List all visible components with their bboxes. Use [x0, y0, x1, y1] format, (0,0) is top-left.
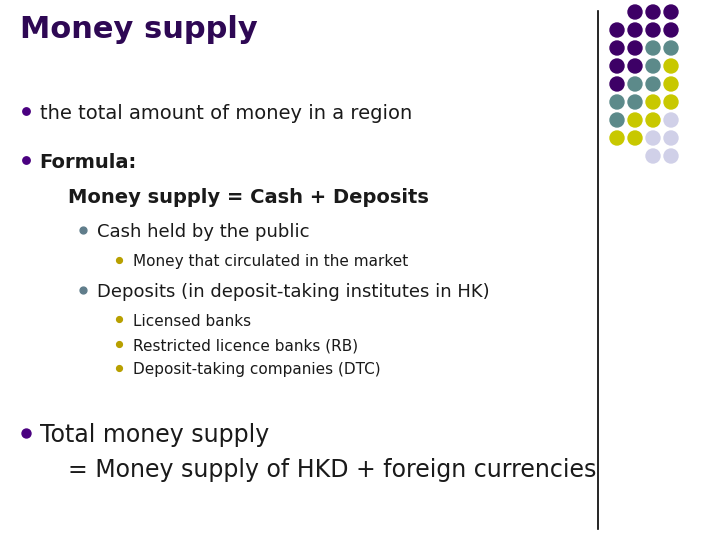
Circle shape: [664, 23, 678, 37]
Text: Licensed banks: Licensed banks: [133, 314, 251, 329]
Circle shape: [664, 41, 678, 55]
Text: Restricted licence banks (RB): Restricted licence banks (RB): [133, 338, 359, 353]
Circle shape: [610, 131, 624, 145]
Text: Money supply = Cash + Deposits: Money supply = Cash + Deposits: [68, 187, 429, 207]
Text: Money supply: Money supply: [20, 15, 258, 44]
Text: Total money supply: Total money supply: [40, 423, 269, 447]
Circle shape: [628, 59, 642, 73]
Circle shape: [646, 95, 660, 109]
Circle shape: [610, 95, 624, 109]
Circle shape: [664, 149, 678, 163]
Circle shape: [628, 41, 642, 55]
Circle shape: [664, 113, 678, 127]
Circle shape: [664, 5, 678, 19]
Circle shape: [646, 131, 660, 145]
Circle shape: [664, 59, 678, 73]
Circle shape: [610, 113, 624, 127]
Text: Deposit-taking companies (DTC): Deposit-taking companies (DTC): [133, 362, 381, 377]
Circle shape: [646, 149, 660, 163]
Circle shape: [646, 59, 660, 73]
Circle shape: [664, 77, 678, 91]
Text: Cash held by the public: Cash held by the public: [97, 223, 310, 241]
Circle shape: [664, 95, 678, 109]
Circle shape: [610, 41, 624, 55]
Circle shape: [646, 77, 660, 91]
Circle shape: [646, 5, 660, 19]
Circle shape: [646, 23, 660, 37]
Circle shape: [646, 113, 660, 127]
Text: Formula:: Formula:: [40, 152, 137, 172]
Circle shape: [628, 23, 642, 37]
Circle shape: [610, 77, 624, 91]
Circle shape: [610, 23, 624, 37]
Text: Deposits (in deposit-taking institutes in HK): Deposits (in deposit-taking institutes i…: [97, 282, 490, 301]
Circle shape: [646, 41, 660, 55]
Circle shape: [628, 113, 642, 127]
Circle shape: [628, 5, 642, 19]
Circle shape: [628, 131, 642, 145]
Circle shape: [610, 59, 624, 73]
Circle shape: [628, 77, 642, 91]
Circle shape: [664, 131, 678, 145]
Text: Money that circulated in the market: Money that circulated in the market: [133, 254, 408, 269]
Text: the total amount of money in a region: the total amount of money in a region: [40, 104, 412, 123]
Text: = Money supply of HKD + foreign currencies: = Money supply of HKD + foreign currenci…: [68, 458, 597, 482]
Circle shape: [628, 95, 642, 109]
